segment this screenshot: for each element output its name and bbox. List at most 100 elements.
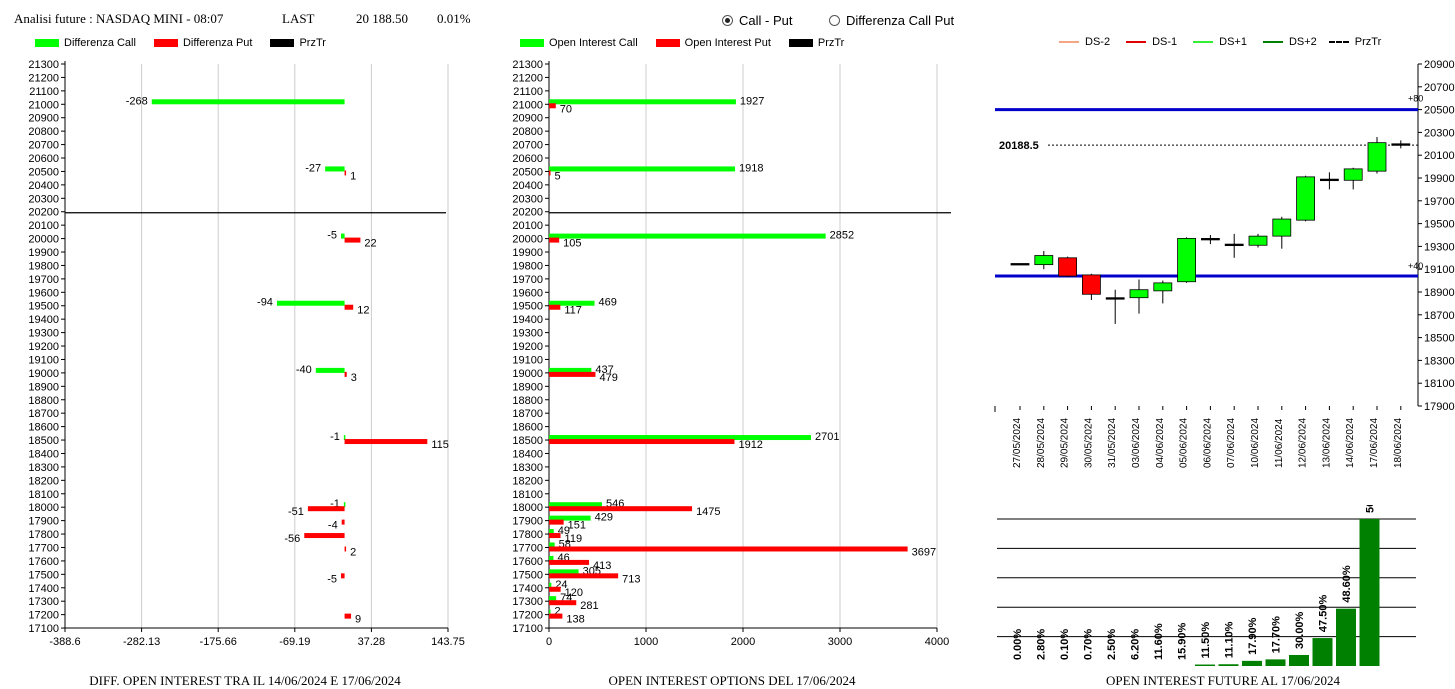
y-tick-label: 17700 (512, 542, 543, 554)
y-tick-label: 18100 (1424, 378, 1455, 390)
y-tick-label: 20500 (1424, 105, 1455, 117)
y-tick-label: 17900 (28, 516, 59, 528)
data-label: 15.90% (1177, 622, 1189, 660)
candle-body (1200, 238, 1220, 241)
y-tick-label: 20100 (28, 220, 59, 232)
legend-left: Differenza Call Differenza Put PrzTr (35, 37, 326, 49)
y-tick-label: 20500 (512, 166, 543, 178)
data-label: 713 (622, 573, 640, 585)
legend-line-prztr (1328, 41, 1349, 43)
y-tick-label: 20900 (1424, 59, 1455, 71)
y-tick-label: 17300 (28, 596, 59, 608)
bar (549, 613, 563, 619)
y-tick-label: 19900 (512, 247, 543, 259)
y-tick-label: 20000 (28, 234, 59, 246)
y-tick-label: 18800 (512, 395, 543, 407)
bar (549, 367, 592, 373)
bar (549, 502, 602, 508)
x-tick-label: -175.66 (200, 636, 237, 648)
bar (549, 435, 811, 441)
y-tick-label: 18900 (1424, 287, 1455, 299)
bar (549, 371, 596, 377)
bar (304, 533, 345, 539)
y-tick-label: 20400 (28, 180, 59, 192)
data-label: 1918 (739, 162, 763, 174)
y-tick-label: 20800 (512, 126, 543, 138)
bar (151, 99, 345, 105)
candle-body (1319, 178, 1339, 182)
data-label: 11.50% (1200, 622, 1212, 659)
data-label: -5 (327, 573, 337, 585)
y-tick-label: 20300 (28, 193, 59, 205)
y-tick-label: 19900 (1424, 173, 1455, 185)
x-tick-label: 06/06/2024 (1202, 418, 1213, 468)
y-tick-label: 19500 (512, 301, 543, 313)
y-tick-label: 18000 (28, 502, 59, 514)
open-interest-future-chart: 0.00% 2.80% 0.10% 0.70% 2.50% 6.20% 11.60% 15.9… (997, 505, 1416, 666)
legend-swatch-put (655, 39, 680, 47)
candle-body (1082, 274, 1101, 295)
data-label: 17.70% (1271, 616, 1283, 654)
y-tick-label: 20300 (512, 193, 543, 205)
y-tick-label: 18700 (512, 408, 543, 420)
legend-swatch-put (153, 39, 178, 47)
legend-item: PrzTr (299, 37, 326, 49)
data-label: -1 (330, 498, 340, 510)
y-tick-label: 19400 (512, 314, 543, 326)
bar (549, 300, 595, 306)
y-tick-label: 19000 (28, 368, 59, 380)
legend-swatch-prztr (270, 39, 295, 47)
y-tick-label: 19700 (28, 274, 59, 286)
bar (1265, 659, 1286, 666)
x-tick-label: -69.19 (279, 636, 310, 648)
data-label: -268 (126, 95, 148, 107)
y-tick-label: 17200 (28, 610, 59, 622)
data-label: 17.90% (1247, 617, 1259, 655)
data-label: 1 (350, 170, 356, 182)
radio-icon (829, 15, 840, 26)
data-label: 47.50% (1318, 595, 1330, 633)
level-label: +80 (1408, 94, 1423, 104)
bar (344, 304, 354, 310)
legend-swatch-prztr (788, 39, 813, 47)
y-tick-label: 19300 (28, 328, 59, 340)
bar (344, 237, 361, 243)
radio-call-put[interactable]: Call - Put (722, 13, 792, 28)
data-label: 48.60% (1341, 565, 1353, 603)
y-tick-label: 18900 (512, 381, 543, 393)
radio-differenza-label: Differenza Call Put (846, 13, 955, 28)
data-label: 1927 (740, 95, 764, 107)
x-tick-label: 05/06/2024 (1179, 418, 1190, 468)
bar (549, 103, 556, 109)
candle-body (1010, 263, 1030, 266)
bar (549, 569, 579, 575)
data-label: 0.00% (1012, 629, 1024, 660)
bar (549, 304, 561, 310)
y-tick-label: 20200 (512, 207, 543, 219)
y-tick-label: 19600 (28, 287, 59, 299)
bar (1195, 664, 1215, 666)
data-label: 151 (568, 520, 586, 532)
change-percent: 0.01% (437, 11, 471, 26)
candle-body (1153, 282, 1173, 292)
y-tick-label: 19500 (28, 301, 59, 313)
radio-differenza[interactable]: Differenza Call Put (829, 13, 954, 28)
y-tick-label: 20800 (28, 126, 59, 138)
y-tick-label: 17200 (512, 610, 543, 622)
data-label: 138 (566, 614, 584, 626)
data-label: 115 (431, 439, 449, 451)
y-tick-label: 20600 (512, 153, 543, 165)
y-tick-label: 18800 (28, 395, 59, 407)
candle-body (1058, 257, 1077, 277)
bar (549, 519, 564, 525)
candle-body (1248, 235, 1268, 246)
bar (340, 233, 345, 239)
bar (307, 506, 345, 512)
data-label: -94 (257, 297, 273, 309)
data-label: -40 (296, 364, 312, 376)
bar (549, 546, 908, 552)
candle-body (1105, 297, 1125, 300)
x-tick-label: 31/05/2024 (1107, 418, 1118, 468)
x-tick-label: 2000 (731, 636, 755, 648)
bar (549, 233, 826, 239)
